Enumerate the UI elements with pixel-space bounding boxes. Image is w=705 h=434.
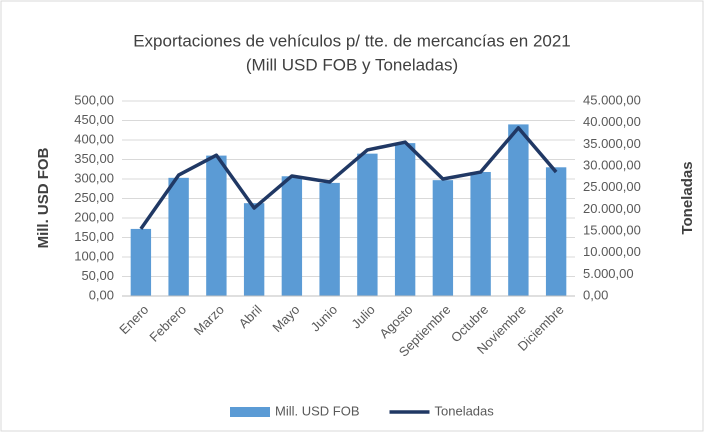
y2-tick-label: 25.000,00 [583,179,641,194]
y2-axis-title: Toneladas [679,161,696,234]
y2-tick-label: 10.000,00 [583,244,641,259]
chart-subtitle: (Mill USD FOB y Toneladas) [246,55,458,74]
bar [357,153,378,296]
bar [394,143,416,296]
bar [168,177,189,296]
bar [470,171,491,296]
y-tick-label: 0,00 [89,287,114,302]
y-tick-label: 450,00 [74,112,114,127]
y2-tick-label: 45.000,00 [583,92,641,107]
chart-title: Exportaciones de vehículos p/ tte. de me… [133,31,571,50]
y2-tick-label: 35.000,00 [583,136,641,151]
line [139,126,558,230]
y2-tick-label: 30.000,00 [583,157,641,172]
legend-swatch [230,407,270,417]
y-tick-label: 50,00 [81,268,114,283]
y2-tick-label: 15.000,00 [583,222,641,237]
bar [281,176,303,296]
y2-tick-label: 40.000,00 [583,114,641,129]
legend-label: Toneladas [435,403,495,418]
bar [508,124,529,297]
bar [432,180,454,296]
y-tick-label: 100,00 [74,248,114,263]
y-tick-label: 200,00 [74,209,114,224]
y-tick-label: 300,00 [74,170,114,185]
y-tick-label: 400,00 [74,131,114,146]
y-tick-label: 250,00 [74,190,114,205]
y-axis-title: Mill. USD FOB [35,147,52,248]
y-tick-label: 350,00 [74,151,114,166]
bar [545,167,567,296]
bar [130,228,152,296]
bar [206,155,227,296]
bar [243,203,265,296]
y2-tick-label: 0,00 [583,287,608,302]
y2-tick-label: 5.000,00 [583,266,634,281]
legend-label: Mill. USD FOB [275,403,360,418]
y-tick-label: 150,00 [74,229,114,244]
bar [319,182,340,296]
y2-tick-label: 20.000,00 [583,201,641,216]
y-tick-label: 500,00 [74,92,114,107]
